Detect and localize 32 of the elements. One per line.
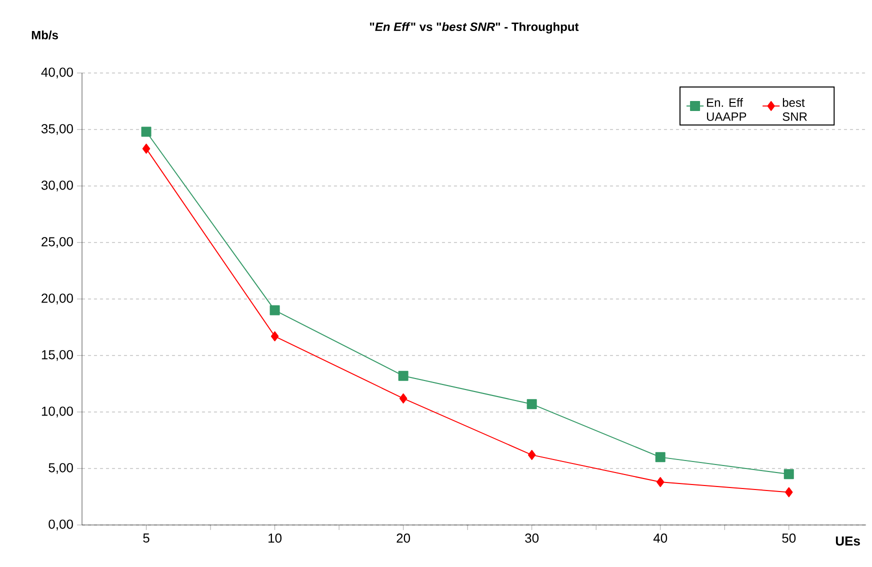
y-tick-label: 40,00 (41, 68, 73, 78)
point (141, 126, 152, 137)
x-tick-label: 40 (653, 534, 668, 543)
chart-title: "En Eff" vs "best SNR" - Throughput (370, 22, 579, 34)
point (784, 469, 794, 480)
legend-label: best SNR (782, 98, 807, 121)
point (656, 477, 664, 488)
y-tick-label: 35,00 (41, 124, 73, 135)
point (270, 331, 279, 342)
y-tick-label: 30,00 (41, 180, 73, 192)
x-tick-label: 50 (782, 534, 796, 543)
point (785, 487, 793, 498)
point (142, 144, 150, 154)
point (528, 450, 536, 460)
x-tick-label: 20 (396, 534, 410, 543)
y-tick-label: 15,00 (42, 350, 73, 361)
x-axis-title: UEs (836, 536, 860, 546)
y-axis-title: Mb/s (32, 30, 58, 40)
x-tick-label: 30 (525, 534, 539, 543)
y-tick-label: 10,00 (42, 406, 73, 418)
y-tick-label: 25,00 (42, 237, 73, 248)
y-tick-label: 5,00 (48, 463, 73, 474)
x-tick-label: 5 (143, 534, 150, 543)
y-tick-label: 20,00 (42, 294, 73, 304)
point (270, 305, 280, 316)
point (526, 399, 537, 410)
x-tick-label: 10 (268, 534, 282, 543)
legend-label: En. Eff UAAPP (706, 98, 746, 121)
point (655, 452, 666, 462)
y-tick-label: 0,00 (48, 520, 73, 530)
point (399, 393, 408, 404)
point (398, 370, 408, 381)
